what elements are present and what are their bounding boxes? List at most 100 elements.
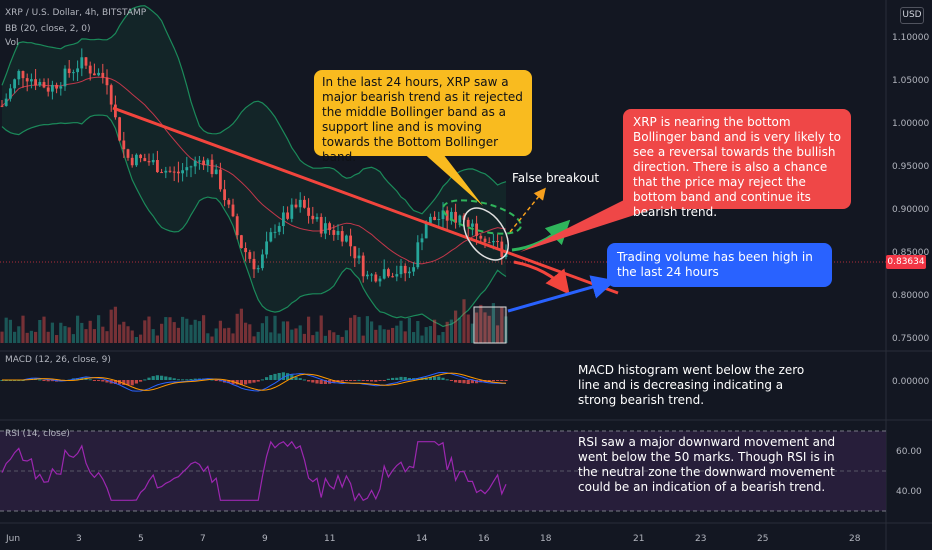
macd-histogram-bar	[441, 377, 445, 380]
macd-histogram-bar	[105, 380, 109, 383]
candle-body	[357, 255, 361, 259]
volume-bar	[197, 321, 201, 343]
volume-bar	[273, 315, 277, 343]
volume-bar	[357, 316, 361, 343]
volume-bar	[319, 315, 323, 343]
bearish-trendline[interactable]	[112, 106, 619, 295]
candle-body	[353, 246, 357, 259]
candle-body	[286, 212, 289, 219]
candle-body	[466, 219, 470, 227]
candle-body	[55, 84, 58, 89]
macd-histogram-bar	[386, 378, 390, 380]
volume-bar	[424, 327, 428, 343]
volume-bar	[344, 330, 348, 343]
candle-body	[34, 79, 37, 86]
candle-body	[441, 210, 445, 220]
macd-histogram-bar	[193, 378, 197, 380]
candle-body	[88, 65, 92, 74]
candle-body	[387, 269, 390, 277]
macd-histogram-bar	[189, 379, 193, 381]
volume-bar	[269, 332, 273, 343]
volume-bar	[483, 312, 487, 343]
macd-histogram-bar	[42, 380, 46, 381]
volume-bar	[349, 317, 353, 343]
volume-bar	[176, 327, 180, 343]
candle-body	[471, 223, 474, 227]
volume-bar	[143, 320, 147, 343]
candle-body	[42, 82, 46, 88]
candle-body	[261, 254, 264, 269]
macd-histogram-bar	[487, 380, 491, 382]
macd-histogram-bar	[395, 377, 399, 380]
currency-badge[interactable]: USD	[900, 7, 924, 24]
macd-histogram-bar	[449, 380, 453, 381]
price-tick: 1.00000	[892, 119, 929, 129]
macd-histogram-bar	[277, 372, 281, 380]
candle-body	[185, 167, 189, 171]
macd-histogram-bar	[307, 380, 311, 382]
time-tick: 23	[695, 534, 706, 544]
time-axis[interactable]: Jun 3 5 7 9 11 14 16 18 21 23 25 28	[5, 534, 861, 544]
price-tick: 0.90000	[892, 205, 929, 215]
macd-histogram-bar	[437, 376, 441, 380]
macd-note: MACD histogram went below the zero line …	[578, 363, 805, 407]
price-tick: 0.80000	[892, 291, 929, 301]
candle-body	[437, 219, 441, 221]
macd-histogram-bar	[143, 379, 147, 381]
volume-bar	[445, 321, 449, 343]
candle-body	[97, 72, 100, 76]
macd-histogram-bar	[155, 375, 159, 380]
candle-body	[277, 226, 281, 232]
volume-bar	[466, 314, 470, 343]
volume-bar	[449, 319, 453, 343]
current-price-badge: 0.83634	[886, 255, 926, 269]
volume-bar	[420, 335, 424, 343]
macd-histogram-bar	[323, 380, 327, 384]
volume-bar	[80, 322, 84, 343]
candle-body	[202, 160, 205, 166]
candle-body	[172, 171, 176, 173]
volume-bar	[0, 331, 4, 343]
macd-histogram-bar	[466, 380, 470, 385]
candle-body	[361, 255, 365, 277]
candle-body	[378, 278, 382, 282]
volume-bar	[277, 333, 281, 343]
candle-body	[80, 57, 84, 69]
candle-body	[244, 248, 247, 253]
candle-body	[231, 204, 235, 217]
price-tick: 0.75000	[892, 334, 929, 344]
macd-histogram-bar	[357, 379, 361, 381]
candle-body	[126, 149, 130, 158]
macd-histogram-bar	[475, 380, 479, 384]
volume-bar	[294, 328, 298, 343]
volume-bar	[97, 315, 101, 343]
candle-body	[374, 274, 378, 282]
macd-histogram-bar	[500, 380, 504, 381]
volume-bar	[214, 328, 218, 343]
macd-histogram-bar	[319, 380, 323, 384]
volume-bar	[487, 315, 491, 343]
volume-bar	[4, 317, 8, 343]
candle-body	[51, 84, 54, 92]
candle-body	[72, 72, 75, 74]
candle-body	[118, 117, 121, 141]
macd-histogram-bar	[139, 380, 143, 382]
volume-bar	[21, 315, 25, 343]
candle-body	[269, 232, 273, 242]
volume-bar	[130, 330, 134, 343]
candle-body	[21, 71, 25, 79]
macd-histogram-bar	[0, 380, 4, 381]
time-tick: 7	[200, 534, 206, 544]
candle-body	[30, 79, 33, 82]
candle-body	[273, 231, 277, 233]
red-callout: XRP is nearing the bottom Bollinger band…	[623, 109, 851, 219]
bollinger-band-fill	[2, 5, 506, 327]
bearish-continuation-arrow	[513, 260, 570, 295]
price-axis[interactable]: 1.10000 1.05000 1.00000 0.95000 0.90000 …	[892, 33, 929, 497]
macd-histogram-bar	[122, 380, 126, 385]
macd-histogram-bar	[298, 378, 302, 380]
volume-bar	[399, 320, 403, 343]
volume-bar	[336, 334, 340, 343]
volume-bar	[248, 324, 252, 343]
candle-body	[492, 241, 495, 243]
